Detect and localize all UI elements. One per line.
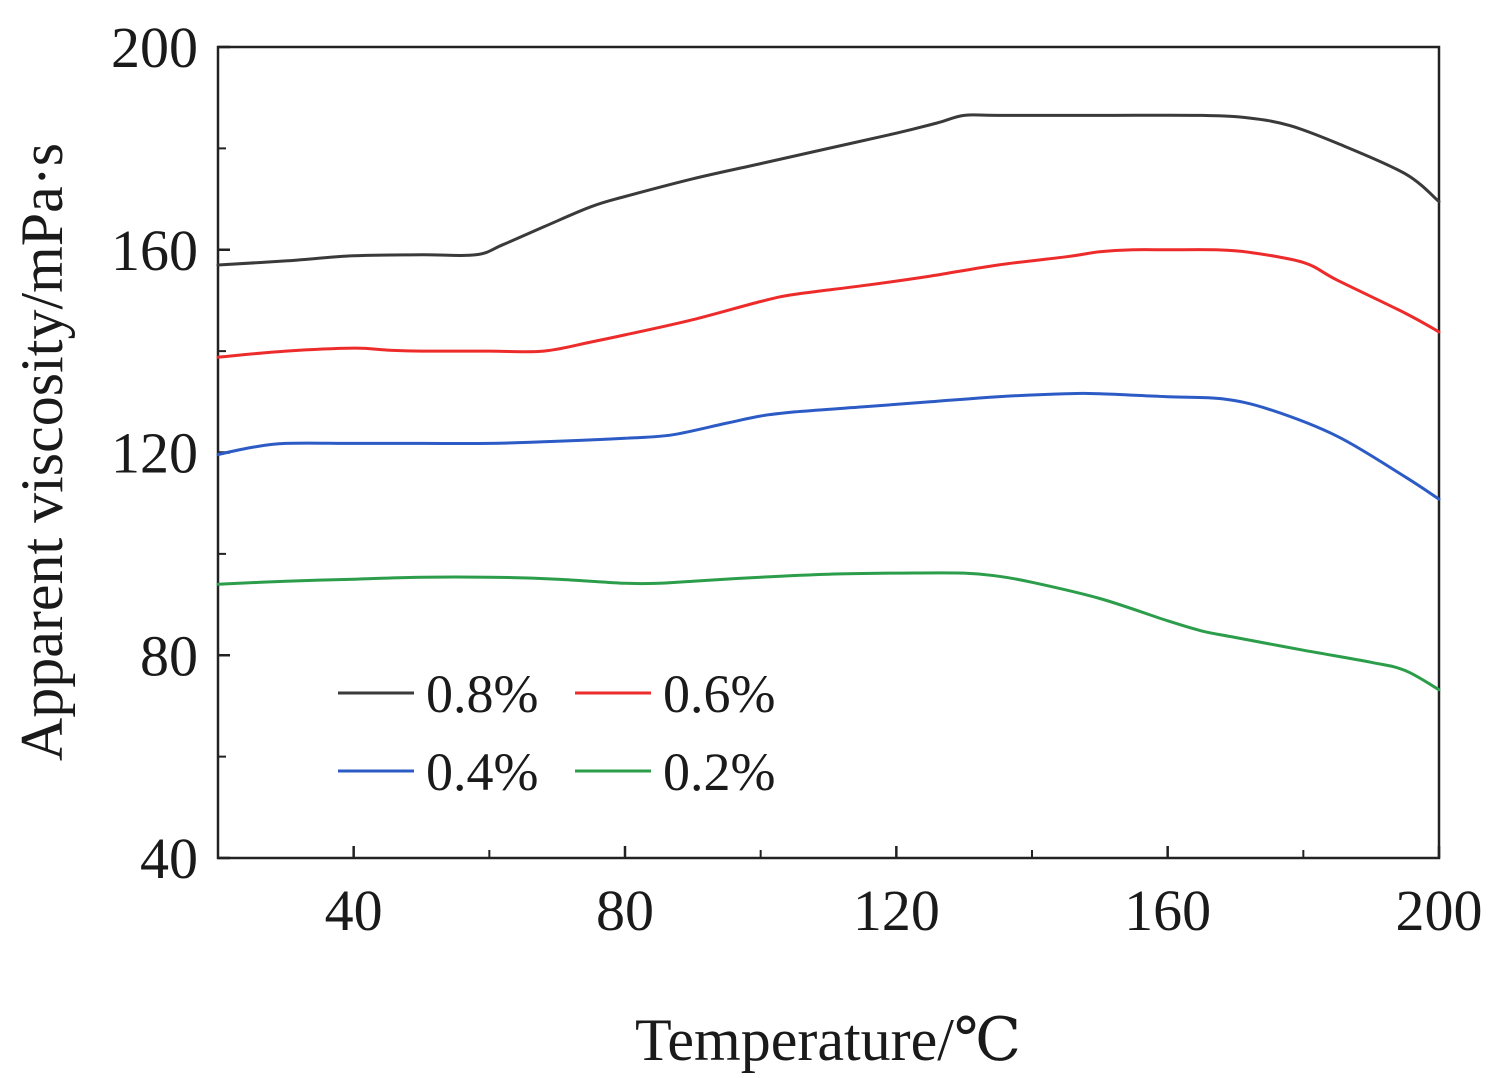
x-tick-label-80: 80 xyxy=(596,878,654,943)
y-tick-label-120: 120 xyxy=(111,421,198,486)
legend: 0.8% 0.6% 0.4% 0.2% xyxy=(338,664,775,802)
y-axis-label: Apparent viscosity/mPa·s xyxy=(9,143,75,761)
x-tick-label-160: 160 xyxy=(1124,878,1211,943)
legend-label-0.6%: 0.6% xyxy=(663,664,775,724)
legend-label-0.4%: 0.4% xyxy=(426,742,538,802)
y-axis-ticks: 40 80 120 160 200 xyxy=(111,15,230,891)
x-tick-label-200: 200 xyxy=(1396,878,1483,943)
series-line-0.8% xyxy=(216,113,1441,267)
plot-border xyxy=(216,45,1441,860)
series-line-0.6% xyxy=(216,248,1441,359)
y-tick-label-80: 80 xyxy=(140,623,198,688)
x-axis-ticks: 40 80 120 160 200 xyxy=(325,846,1483,943)
y-tick-label-200: 200 xyxy=(111,15,198,80)
series-line-0.4% xyxy=(216,391,1441,501)
y-tick-label-160: 160 xyxy=(111,218,198,283)
series-line-0.2% xyxy=(216,571,1441,692)
x-tick-label-40: 40 xyxy=(325,878,383,943)
y-tick-label-40: 40 xyxy=(140,826,198,891)
legend-label-0.2%: 0.2% xyxy=(663,742,775,802)
plot-frame xyxy=(216,45,1441,860)
x-axis-label: Temperature/℃ xyxy=(635,1007,1021,1073)
x-tick-label-120: 120 xyxy=(853,878,940,943)
legend-label-0.8%: 0.8% xyxy=(426,664,538,724)
series-lines xyxy=(216,113,1441,692)
